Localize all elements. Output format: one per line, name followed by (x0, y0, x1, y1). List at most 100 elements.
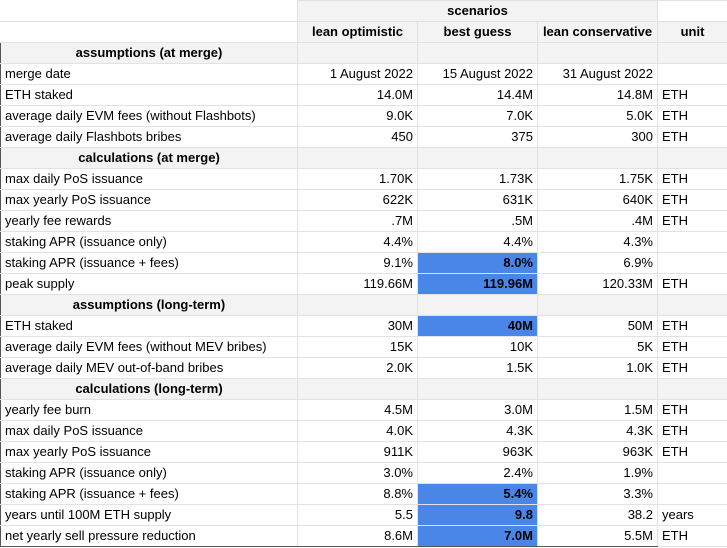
row-label: net yearly sell pressure reduction (0, 525, 298, 547)
value-cell: .5M (417, 210, 538, 232)
section-filler (537, 147, 658, 169)
value-cell: 9.1% (297, 252, 418, 274)
value-cell: 7.0K (417, 105, 538, 127)
value-cell: 450 (297, 126, 418, 148)
section-filler (537, 378, 658, 400)
value-cell: 15 August 2022 (417, 63, 538, 85)
value-cell: 3.0% (297, 462, 418, 484)
section-title: calculations (long-term) (0, 378, 298, 400)
value-cell: 4.3K (537, 420, 658, 442)
value-cell: 8.8% (297, 483, 418, 505)
section-filler (297, 378, 418, 400)
value-cell: 5.0K (537, 105, 658, 127)
value-cell: 119.66M (297, 273, 418, 295)
value-cell: .4M (537, 210, 658, 232)
section-title: assumptions (long-term) (0, 294, 298, 316)
section-row: assumptions (long-term) (0, 294, 727, 316)
section-filler (537, 294, 658, 316)
data-row: ETH staked 14.0M 14.4M 14.8M ETH (0, 84, 727, 106)
data-row: max daily PoS issuance 1.70K 1.73K 1.75K ETH (0, 168, 727, 190)
row-label: staking APR (issuance only) (0, 462, 298, 484)
row-label: yearly fee rewards (0, 210, 298, 232)
unit-cell: ETH (657, 189, 727, 211)
row-label: peak supply (0, 273, 298, 295)
row-label: staking APR (issuance + fees) (0, 252, 298, 274)
value-cell: 10K (417, 336, 538, 358)
value-cell: 4.0K (297, 420, 418, 442)
value-cell: 40M (417, 315, 538, 337)
blank-cell (0, 21, 298, 43)
row-label: ETH staked (0, 315, 298, 337)
value-cell: 375 (417, 126, 538, 148)
row-label: max yearly PoS issuance (0, 441, 298, 463)
unit-cell (657, 63, 727, 85)
unit-cell (657, 231, 727, 253)
unit-cell: ETH (657, 357, 727, 379)
value-cell: 14.8M (537, 84, 658, 106)
section-filler (297, 42, 418, 64)
value-cell: 14.0M (297, 84, 418, 106)
unit-cell: ETH (657, 273, 727, 295)
unit-cell: ETH (657, 210, 727, 232)
data-row: staking APR (issuance only) 3.0% 2.4% 1.9% (0, 462, 727, 484)
value-cell: 3.0M (417, 399, 538, 421)
section-row: calculations (at merge) (0, 147, 727, 169)
unit-cell: ETH (657, 105, 727, 127)
row-label: ETH staked (0, 84, 298, 106)
unit-cell: ETH (657, 336, 727, 358)
data-row: merge date 1 August 2022 15 August 2022 31 … (0, 63, 727, 85)
value-cell: 2.0K (297, 357, 418, 379)
value-cell: 8.0% (417, 252, 538, 274)
scenarios-header: scenarios (297, 0, 658, 22)
value-cell: 4.3K (417, 420, 538, 442)
unit-cell (657, 462, 727, 484)
value-cell: 1.0K (537, 357, 658, 379)
data-row: average daily Flashbots bribes 450 375 300 E… (0, 126, 727, 148)
value-cell: 5K (537, 336, 658, 358)
value-cell: 1.73K (417, 168, 538, 190)
column-header-row: lean optimistic best guess lean conserva… (0, 21, 727, 43)
row-label: average daily EVM fees (without Flashbot… (0, 105, 298, 127)
value-cell: 9.8 (417, 504, 538, 526)
section-filler (417, 147, 538, 169)
section-title: assumptions (at merge) (0, 42, 298, 64)
data-row: staking APR (issuance + fees) 8.8% 5.4% 3.3… (0, 483, 727, 505)
value-cell: 7.0M (417, 525, 538, 547)
row-label: average daily MEV out-of-band bribes (0, 357, 298, 379)
data-row: max yearly PoS issuance 622K 631K 640K ETH (0, 189, 727, 211)
data-row: average daily EVM fees (without MEV brib… (0, 336, 727, 358)
unit-cell: ETH (657, 126, 727, 148)
section-filler (657, 42, 727, 64)
data-row: yearly fee rewards .7M .5M .4M ETH (0, 210, 727, 232)
data-row: average daily EVM fees (without Flashbot… (0, 105, 727, 127)
row-label: years until 100M ETH supply (0, 504, 298, 526)
unit-cell (657, 252, 727, 274)
row-label: average daily Flashbots bribes (0, 126, 298, 148)
section-filler (657, 294, 727, 316)
row-label: staking APR (issuance only) (0, 231, 298, 253)
value-cell: 15K (297, 336, 418, 358)
unit-cell: years (657, 504, 727, 526)
value-cell: 4.4% (417, 231, 538, 253)
data-row: yearly fee burn 4.5M 3.0M 1.5M ETH (0, 399, 727, 421)
value-cell: 4.4% (297, 231, 418, 253)
value-cell: 300 (537, 126, 658, 148)
value-cell: 6.9% (537, 252, 658, 274)
row-label: max daily PoS issuance (0, 420, 298, 442)
row-label: staking APR (issuance + fees) (0, 483, 298, 505)
row-label: yearly fee burn (0, 399, 298, 421)
value-cell: 2.4% (417, 462, 538, 484)
value-cell: 5.5 (297, 504, 418, 526)
value-cell: 5.4% (417, 483, 538, 505)
section-title: calculations (at merge) (0, 147, 298, 169)
value-cell: 5.5M (537, 525, 658, 547)
column-header: best guess (417, 21, 538, 43)
value-cell: 631K (417, 189, 538, 211)
column-header: lean optimistic (297, 21, 418, 43)
unit-cell: ETH (657, 420, 727, 442)
unit-cell: ETH (657, 525, 727, 547)
data-row: average daily MEV out-of-band bribes 2.0K… (0, 357, 727, 379)
section-filler (417, 294, 538, 316)
unit-cell: ETH (657, 84, 727, 106)
